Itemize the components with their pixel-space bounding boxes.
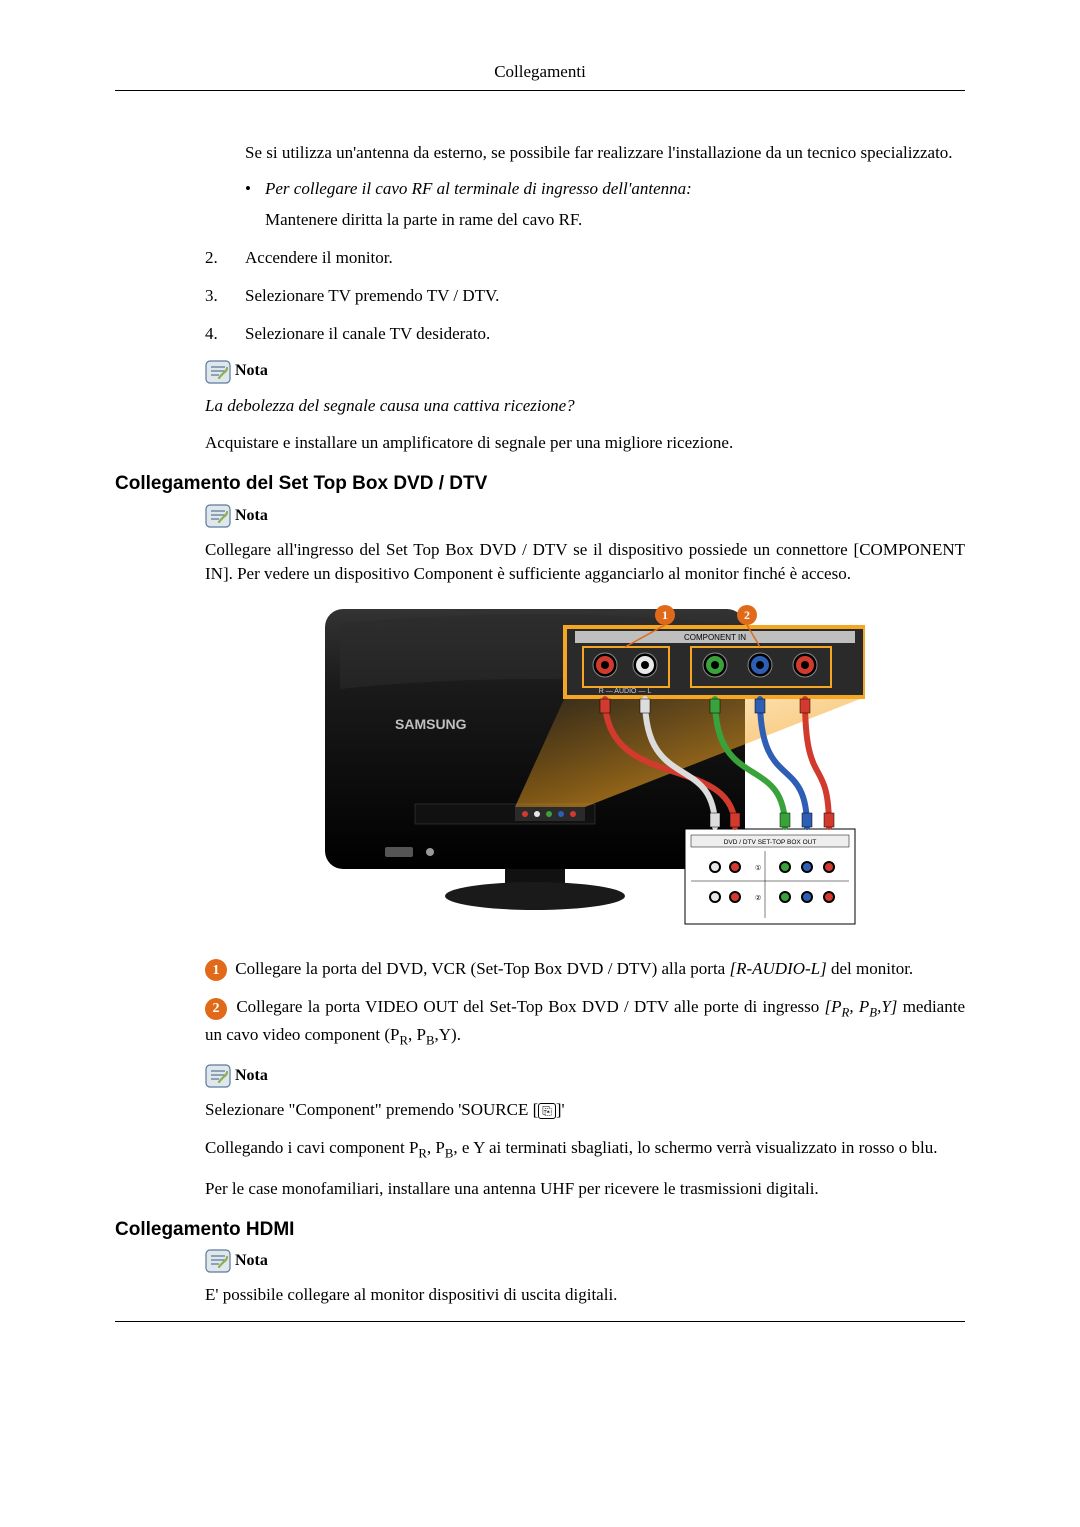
svg-text:2: 2: [744, 608, 750, 622]
svg-text:SAMSUNG: SAMSUNG: [395, 716, 467, 732]
note-icon: [205, 1249, 231, 1273]
bullet-dot-icon: •: [245, 177, 265, 201]
svg-text:COMPONENT IN: COMPONENT IN: [684, 633, 746, 642]
antenna-note-text: Se si utilizza un'antenna da esterno, se…: [245, 141, 965, 165]
note-icon: [205, 360, 231, 384]
nota-row-4: Nota: [205, 1249, 965, 1273]
step-4-text: Selezionare il canale TV desiderato.: [245, 322, 965, 346]
rf-sub-text: Mantenere diritta la parte in rame del c…: [265, 208, 965, 232]
svg-text:DVD / DTV SET-TOP BOX OUT: DVD / DTV SET-TOP BOX OUT: [724, 839, 817, 846]
badge-1-icon: 1: [205, 959, 227, 981]
nota-row-3: Nota: [205, 1064, 965, 1088]
page-content: Se si utilizza un'antenna da esterno, se…: [115, 91, 965, 1307]
wrong-c: , e Y ai terminati sbagliati, lo schermo…: [453, 1138, 937, 1157]
step-3-text: Selezionare TV premendo TV / DTV.: [245, 284, 965, 308]
section-title-hdmi: Collegamento HDMI: [115, 1217, 965, 1244]
step-3-num: 3.: [205, 284, 245, 308]
dvd-intro-text: Collegare all'ingresso del Set Top Box D…: [205, 538, 965, 586]
source-note-b: ]': [556, 1100, 565, 1119]
dvd-step2-c: , P: [849, 997, 869, 1016]
nota-label-1: Nota: [235, 360, 268, 382]
step-2-text: Accendere il monitor.: [245, 246, 965, 270]
sub-b1: B: [869, 1006, 877, 1020]
sub-b2: B: [426, 1033, 435, 1047]
source-icon: ⎘: [538, 1103, 556, 1119]
svg-text:R — AUDIO — L: R — AUDIO — L: [599, 688, 652, 695]
footer-rule: [115, 1321, 965, 1322]
step-3-row: 3. Selezionare TV premendo TV / DTV.: [205, 284, 965, 308]
svg-text:②: ②: [755, 894, 761, 902]
weak-signal-answer: Acquistare e installare un amplificatore…: [205, 431, 965, 455]
step-4-row: 4. Selezionare il canale TV desiderato.: [205, 322, 965, 346]
sub-r3: R: [418, 1146, 427, 1160]
nota-row-1: Nota: [205, 360, 965, 384]
dvd-step2-d: ,Y]: [877, 997, 897, 1016]
page-header-title: Collegamenti: [115, 60, 965, 84]
svg-text:1: 1: [662, 608, 668, 622]
dvd-step-2: 2 Collegare la porta VIDEO OUT del Set-T…: [205, 995, 965, 1049]
svg-text:①: ①: [755, 864, 761, 872]
rf-bullet-row: • Per collegare il cavo RF al terminale …: [245, 177, 965, 201]
step-2-num: 2.: [205, 246, 245, 270]
note-icon: [205, 504, 231, 528]
dvd-step2-f: , P: [408, 1025, 426, 1044]
dvd-step-1: 1 Collegare la porta del DVD, VCR (Set-T…: [205, 957, 965, 981]
nota-row-2: Nota: [205, 504, 965, 528]
step-4-num: 4.: [205, 322, 245, 346]
badge-2-icon: 2: [205, 998, 227, 1020]
nota-label-3: Nota: [235, 1065, 268, 1087]
dvd-step2-g: ,Y).: [435, 1025, 461, 1044]
uhf-note: Per le case monofamiliari, installare un…: [205, 1177, 965, 1201]
nota-label-4: Nota: [235, 1250, 268, 1272]
nota-label-2: Nota: [235, 505, 268, 527]
wrong-a: Collegando i cavi component P: [205, 1138, 418, 1157]
source-note: Selezionare "Component" premendo 'SOURCE…: [205, 1098, 965, 1122]
dvd-step1-b: [R-AUDIO-L]: [729, 959, 826, 978]
wrong-b: , P: [427, 1138, 445, 1157]
sub-r2: R: [400, 1033, 409, 1047]
weak-signal-question: La debolezza del segnale causa una catti…: [205, 394, 965, 418]
antenna-note-block: Se si utilizza un'antenna da esterno, se…: [245, 141, 965, 232]
note-icon: [205, 1064, 231, 1088]
section-title-dvd: Collegamento del Set Top Box DVD / DTV: [115, 471, 965, 498]
step-2-row: 2. Accendere il monitor.: [205, 246, 965, 270]
rf-bullet-text: Per collegare il cavo RF al terminale di…: [265, 177, 965, 201]
wrong-cable-note: Collegando i cavi component PR, PB, e Y …: [205, 1136, 965, 1163]
dvd-step2-a: Collegare la porta VIDEO OUT del Set-Top…: [236, 997, 824, 1016]
source-note-a: Selezionare "Component" premendo 'SOURCE…: [205, 1100, 538, 1119]
connection-diagram: SAMSUNG COMPONENT IN R — AUDIO — L 1 2 DVD / …: [205, 599, 965, 939]
hdmi-text: E' possibile collegare al monitor dispos…: [205, 1283, 965, 1307]
dvd-step1-c: del monitor.: [827, 959, 913, 978]
dvd-step1-a: Collegare la porta del DVD, VCR (Set-Top…: [235, 959, 729, 978]
dvd-step2-b: [P: [825, 997, 842, 1016]
diagram-svg: SAMSUNG COMPONENT IN R — AUDIO — L 1 2 DVD / …: [305, 599, 865, 939]
